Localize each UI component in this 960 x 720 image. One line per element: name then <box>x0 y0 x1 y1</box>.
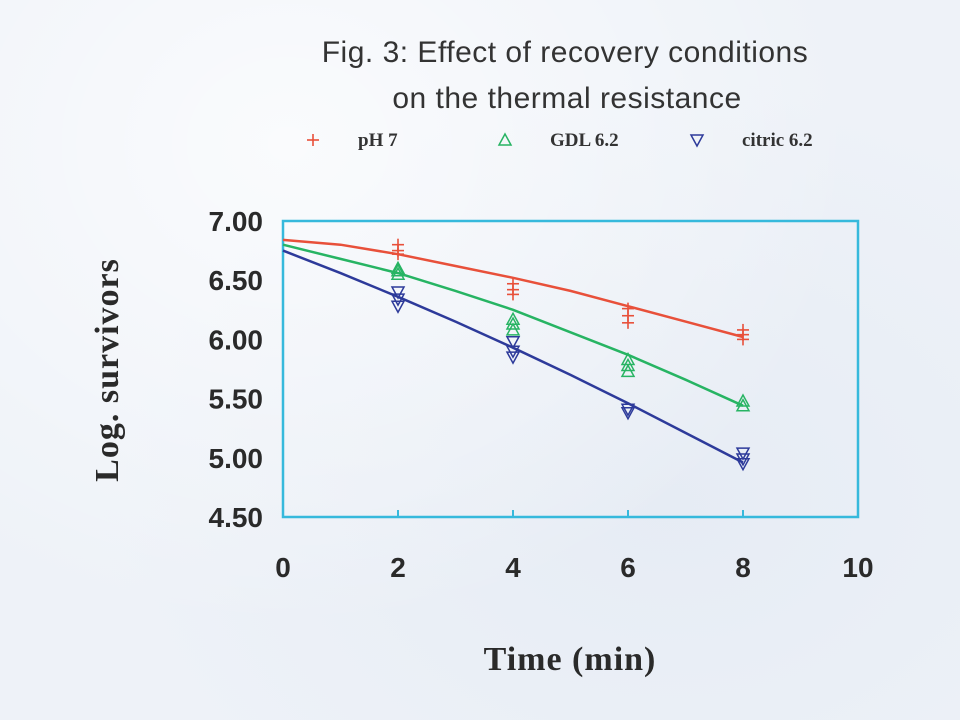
y-axis-title: Log. survivors <box>89 258 126 482</box>
plot-frame <box>281 219 860 519</box>
data-point-series-3 <box>390 286 406 300</box>
legend-label-2: GDL 6.2 <box>550 130 619 151</box>
x-tick-label: 8 <box>735 552 751 583</box>
data-point-series-2 <box>390 263 406 277</box>
data-point-series-3 <box>735 457 751 472</box>
x-tick-label: 0 <box>275 552 291 583</box>
data-point-series-3 <box>620 407 636 421</box>
chart-title-line2: on the thermal resistance <box>392 82 741 115</box>
data-point-series-3 <box>620 403 636 417</box>
chart-title-line1: Fig. 3: Effect of recovery conditions <box>322 36 809 69</box>
data-point-series-1 <box>737 333 749 346</box>
data-markers <box>390 238 751 472</box>
y-tick-label: 5.00 <box>209 443 264 474</box>
x-tick-label: 10 <box>842 552 873 583</box>
x-tick-label: 6 <box>620 552 636 583</box>
chart-legend: pH 7 GDL 6.2 citric 6.2 <box>307 130 813 151</box>
y-tick-label: 4.50 <box>209 502 264 533</box>
fit-lines <box>282 238 744 464</box>
data-point-series-2 <box>735 398 751 412</box>
data-point-series-1 <box>507 288 519 301</box>
y-tick-label: 5.50 <box>209 384 264 415</box>
data-point-series-2 <box>620 363 636 378</box>
legend-marker-2 <box>497 132 513 146</box>
data-point-series-3 <box>735 453 751 467</box>
y-tick-label: 6.50 <box>209 265 264 296</box>
data-point-series-3 <box>390 293 406 307</box>
legend-marker-3 <box>689 134 705 148</box>
legend-label-3: citric 6.2 <box>742 130 813 151</box>
data-point-series-3 <box>390 300 406 314</box>
data-point-series-2 <box>505 322 521 336</box>
fit-line-2 <box>282 243 744 407</box>
data-point-series-3 <box>505 336 521 350</box>
x-tick-label: 2 <box>390 552 406 583</box>
data-point-series-1 <box>622 316 634 329</box>
data-point-series-2 <box>735 393 751 407</box>
x-axis-title: Time (min) <box>484 641 657 678</box>
legend-marker-1 <box>307 134 319 146</box>
axis-ticks: 0 2 4 6 8 10 7.00 6.50 6.00 5.50 5.00 4.50 <box>209 206 874 583</box>
y-tick-label: 6.00 <box>209 324 264 355</box>
x-tick-label: 4 <box>505 552 521 583</box>
data-point-series-3 <box>505 351 521 365</box>
data-point-series-2 <box>390 260 406 275</box>
data-point-series-1 <box>392 248 404 261</box>
data-point-series-2 <box>620 357 636 372</box>
y-tick-label: 7.00 <box>209 206 264 237</box>
data-point-series-2 <box>505 316 521 330</box>
data-point-series-2 <box>390 266 406 281</box>
legend-label-1: pH 7 <box>358 130 398 151</box>
